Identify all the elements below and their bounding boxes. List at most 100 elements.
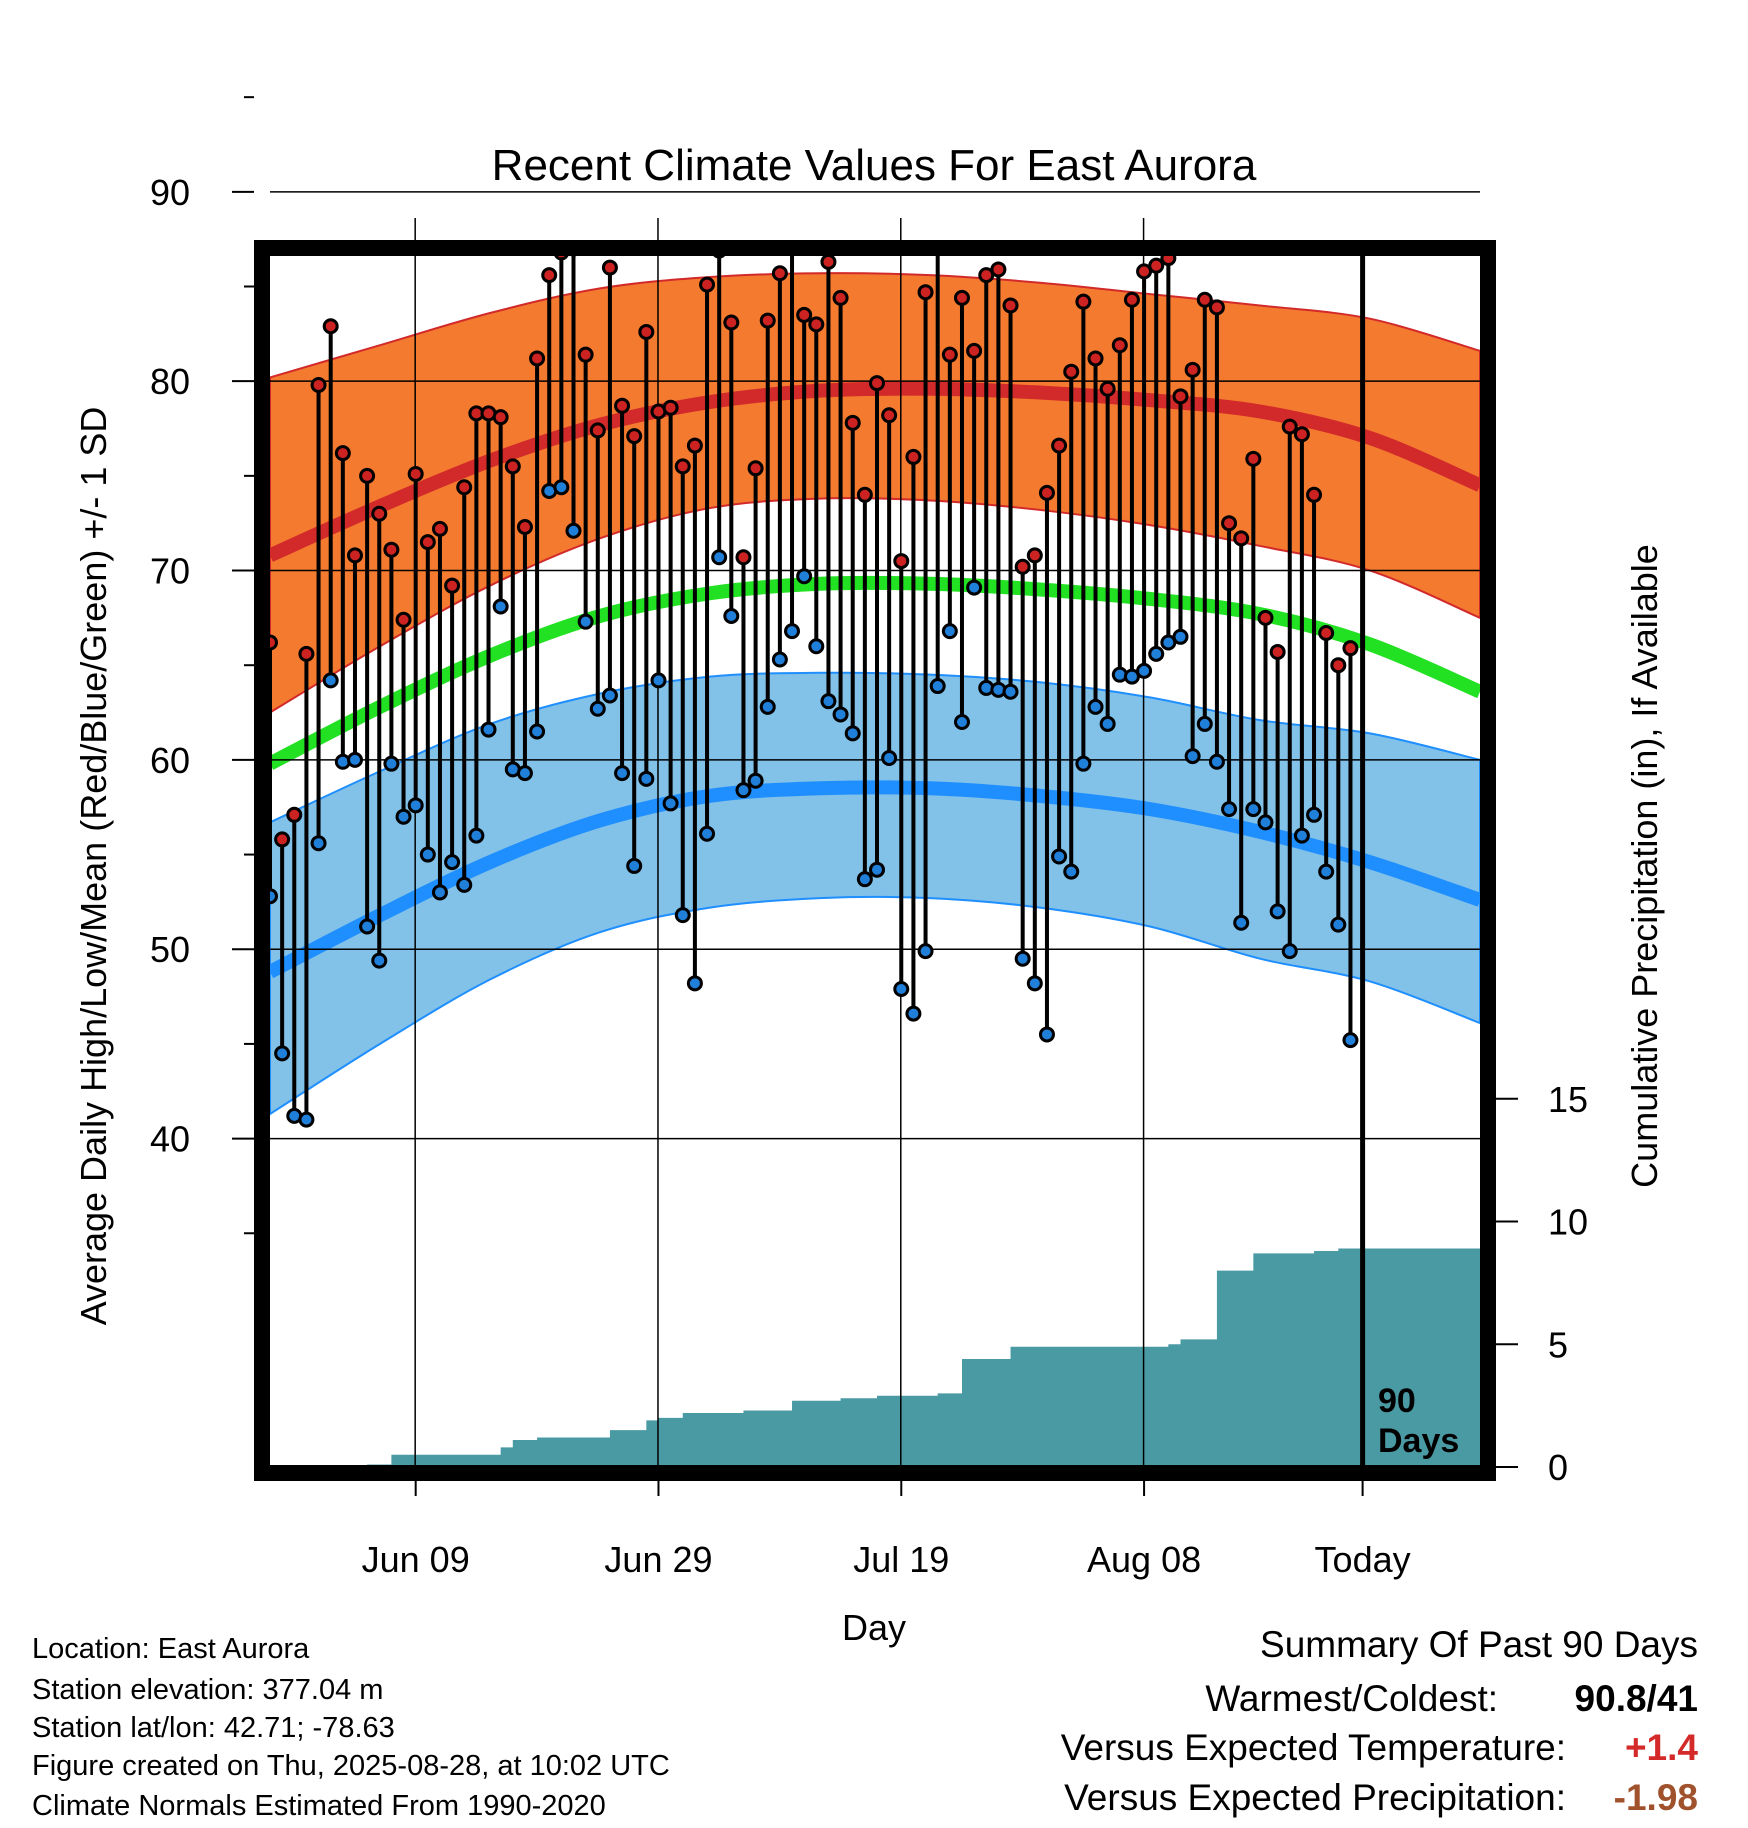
high-point: [1148, 257, 1165, 274]
high-point: [1063, 363, 1080, 380]
low-point: [1075, 755, 1092, 772]
high-point: [444, 577, 461, 594]
y2-tick-label: 0: [1548, 1447, 1568, 1488]
low-point: [1208, 753, 1225, 770]
high-point: [492, 409, 509, 426]
high-point: [322, 318, 339, 335]
high-point: [395, 611, 412, 628]
high-point: [589, 422, 606, 439]
low-point: [953, 714, 970, 731]
high-point: [723, 314, 740, 331]
high-point: [359, 467, 376, 484]
low-point: [1196, 715, 1213, 732]
x-tick-label: Jun 29: [604, 1539, 712, 1580]
low-point: [1148, 645, 1165, 662]
x-tick-label: Jul 19: [853, 1539, 949, 1580]
high-point: [966, 342, 983, 359]
low-point: [529, 723, 546, 740]
y2-tick-label: 5: [1548, 1324, 1568, 1365]
high-point: [1233, 530, 1250, 547]
precipitation-area: [270, 1248, 1480, 1467]
high-point: [1087, 350, 1104, 367]
low-point: [589, 700, 606, 717]
high-point: [759, 312, 776, 329]
y2-tick-label: 10: [1548, 1202, 1588, 1243]
high-point: [638, 323, 655, 340]
low-point: [1184, 748, 1201, 765]
summary-temp-label: Versus Expected Temperature:: [1061, 1727, 1566, 1768]
high-point: [1184, 361, 1201, 378]
low-point: [492, 598, 509, 615]
high-point: [832, 289, 849, 306]
summary-box: Summary Of Past 90 Days Warmest/Coldest:…: [1061, 1624, 1699, 1818]
info-location: Location: East Aurora: [32, 1633, 310, 1665]
high-point: [771, 265, 788, 282]
high-point: [541, 267, 558, 284]
station-info: Location: East Aurora Station elevation:…: [32, 1633, 670, 1822]
low-point: [893, 980, 910, 997]
high-point: [1172, 388, 1189, 405]
high-point: [796, 306, 813, 323]
low-point: [662, 795, 679, 812]
low-point: [1306, 806, 1323, 823]
y-tick-label: 80: [150, 361, 190, 402]
left-axis: 40 50 60 70 80 90: [150, 96, 254, 1235]
high-point: [298, 645, 315, 662]
high-point: [1293, 426, 1310, 443]
low-point: [431, 884, 448, 901]
high-point: [1002, 297, 1019, 314]
low-point: [626, 857, 643, 874]
low-point: [1342, 1032, 1359, 1049]
high-point: [407, 465, 424, 482]
chart-title: Recent Climate Values For East Aurora: [492, 141, 1257, 190]
high-point: [431, 520, 448, 537]
low-point: [1293, 827, 1310, 844]
low-point: [1123, 668, 1140, 685]
low-point: [735, 782, 752, 799]
y-axis-label: Average Daily High/Low/Mean (Red/Blue/Gr…: [73, 407, 114, 1326]
right-axis: 0 5 10 15: [1496, 1079, 1588, 1488]
low-point: [650, 672, 667, 689]
low-point: [1099, 715, 1116, 732]
high-point: [699, 276, 716, 293]
x-tick-label: Today: [1315, 1539, 1411, 1580]
high-point: [1136, 263, 1153, 280]
high-point: [662, 399, 679, 416]
low-point: [747, 772, 764, 789]
high-point: [1281, 418, 1298, 435]
low-point: [274, 1045, 291, 1062]
high-point: [310, 376, 327, 393]
high-point: [529, 350, 546, 367]
days-label-line1: 90: [1378, 1382, 1416, 1420]
high-point: [978, 267, 995, 284]
info-normals: Climate Normals Estimated From 1990-2020: [32, 1790, 606, 1822]
plot-frame: [254, 240, 1496, 1481]
low-point: [856, 871, 873, 888]
low-point: [310, 835, 327, 852]
high-point: [1196, 291, 1213, 308]
low-point: [844, 725, 861, 742]
low-point: [808, 638, 825, 655]
low-point: [1038, 1026, 1055, 1043]
high-point: [456, 479, 473, 496]
high-point: [371, 505, 388, 522]
high-point: [346, 547, 363, 564]
low-point: [1281, 943, 1298, 960]
high-point: [614, 397, 631, 414]
high-point: [577, 346, 594, 363]
low-point: [1318, 863, 1335, 880]
low-point: [359, 918, 376, 935]
high-point: [1318, 625, 1335, 642]
low-point: [686, 975, 703, 992]
low-point: [1087, 698, 1104, 715]
high-point: [274, 831, 291, 848]
high-point: [953, 289, 970, 306]
x-axis: Jun 09 Jun 29 Jul 19 Aug 08 Today: [362, 1480, 1411, 1580]
low-point: [395, 808, 412, 825]
low-point: [1063, 863, 1080, 880]
high-point: [747, 460, 764, 477]
high-point: [735, 549, 752, 566]
low-sd-band: [269, 671, 1481, 1116]
summary-warmest-label: Warmest/Coldest:: [1205, 1678, 1498, 1719]
low-point: [407, 797, 424, 814]
